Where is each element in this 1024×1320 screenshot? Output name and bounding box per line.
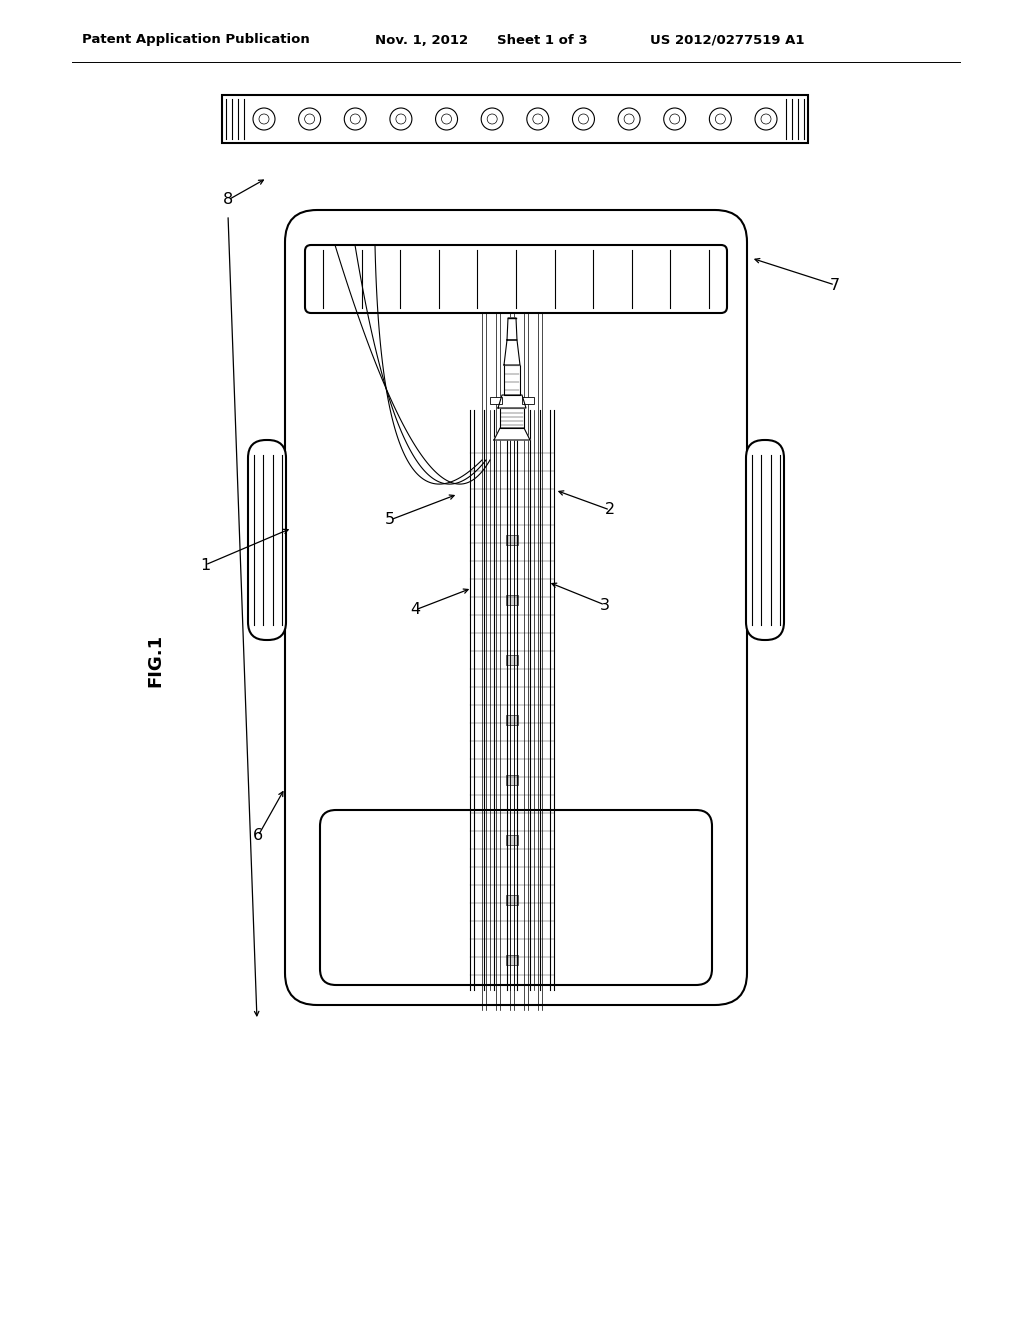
FancyBboxPatch shape: [285, 210, 746, 1005]
Circle shape: [624, 114, 634, 124]
Circle shape: [481, 108, 503, 129]
Circle shape: [259, 114, 269, 124]
Text: 5: 5: [385, 512, 395, 528]
Text: US 2012/0277519 A1: US 2012/0277519 A1: [650, 33, 805, 46]
Circle shape: [572, 108, 595, 129]
Circle shape: [716, 114, 725, 124]
Circle shape: [350, 114, 360, 124]
Circle shape: [618, 108, 640, 129]
FancyBboxPatch shape: [305, 246, 727, 313]
Circle shape: [670, 114, 680, 124]
Circle shape: [299, 108, 321, 129]
Text: Nov. 1, 2012: Nov. 1, 2012: [375, 33, 468, 46]
Text: 7: 7: [829, 277, 840, 293]
Text: FIG.1: FIG.1: [146, 634, 164, 686]
Text: Patent Application Publication: Patent Application Publication: [82, 33, 309, 46]
Circle shape: [710, 108, 731, 129]
Circle shape: [253, 108, 275, 129]
Circle shape: [761, 114, 771, 124]
Circle shape: [579, 114, 589, 124]
Bar: [506, 655, 518, 665]
Circle shape: [435, 108, 458, 129]
FancyBboxPatch shape: [319, 810, 712, 985]
FancyBboxPatch shape: [746, 440, 784, 640]
Bar: [500, 408, 524, 428]
Polygon shape: [494, 428, 530, 440]
Bar: [506, 895, 518, 906]
Text: 2: 2: [605, 503, 615, 517]
Circle shape: [396, 114, 406, 124]
Bar: [222, 95, 808, 143]
Circle shape: [526, 108, 549, 129]
FancyBboxPatch shape: [248, 440, 286, 640]
Circle shape: [344, 108, 367, 129]
Text: 6: 6: [253, 829, 263, 843]
Text: 3: 3: [600, 598, 610, 612]
Circle shape: [487, 114, 498, 124]
Bar: [506, 535, 518, 545]
Bar: [522, 397, 534, 404]
Bar: [506, 836, 518, 845]
Circle shape: [304, 114, 314, 124]
Circle shape: [664, 108, 686, 129]
Polygon shape: [507, 318, 517, 341]
Circle shape: [441, 114, 452, 124]
Bar: [504, 366, 520, 395]
Bar: [506, 775, 518, 785]
Circle shape: [755, 108, 777, 129]
Polygon shape: [504, 341, 520, 366]
Bar: [506, 595, 518, 605]
Circle shape: [532, 114, 543, 124]
Polygon shape: [498, 395, 526, 408]
Text: 1: 1: [200, 557, 210, 573]
Bar: [506, 715, 518, 725]
Text: 4: 4: [410, 602, 420, 618]
Circle shape: [390, 108, 412, 129]
Bar: [506, 954, 518, 965]
Text: 8: 8: [223, 193, 233, 207]
Bar: [490, 397, 502, 404]
Text: Sheet 1 of 3: Sheet 1 of 3: [497, 33, 588, 46]
